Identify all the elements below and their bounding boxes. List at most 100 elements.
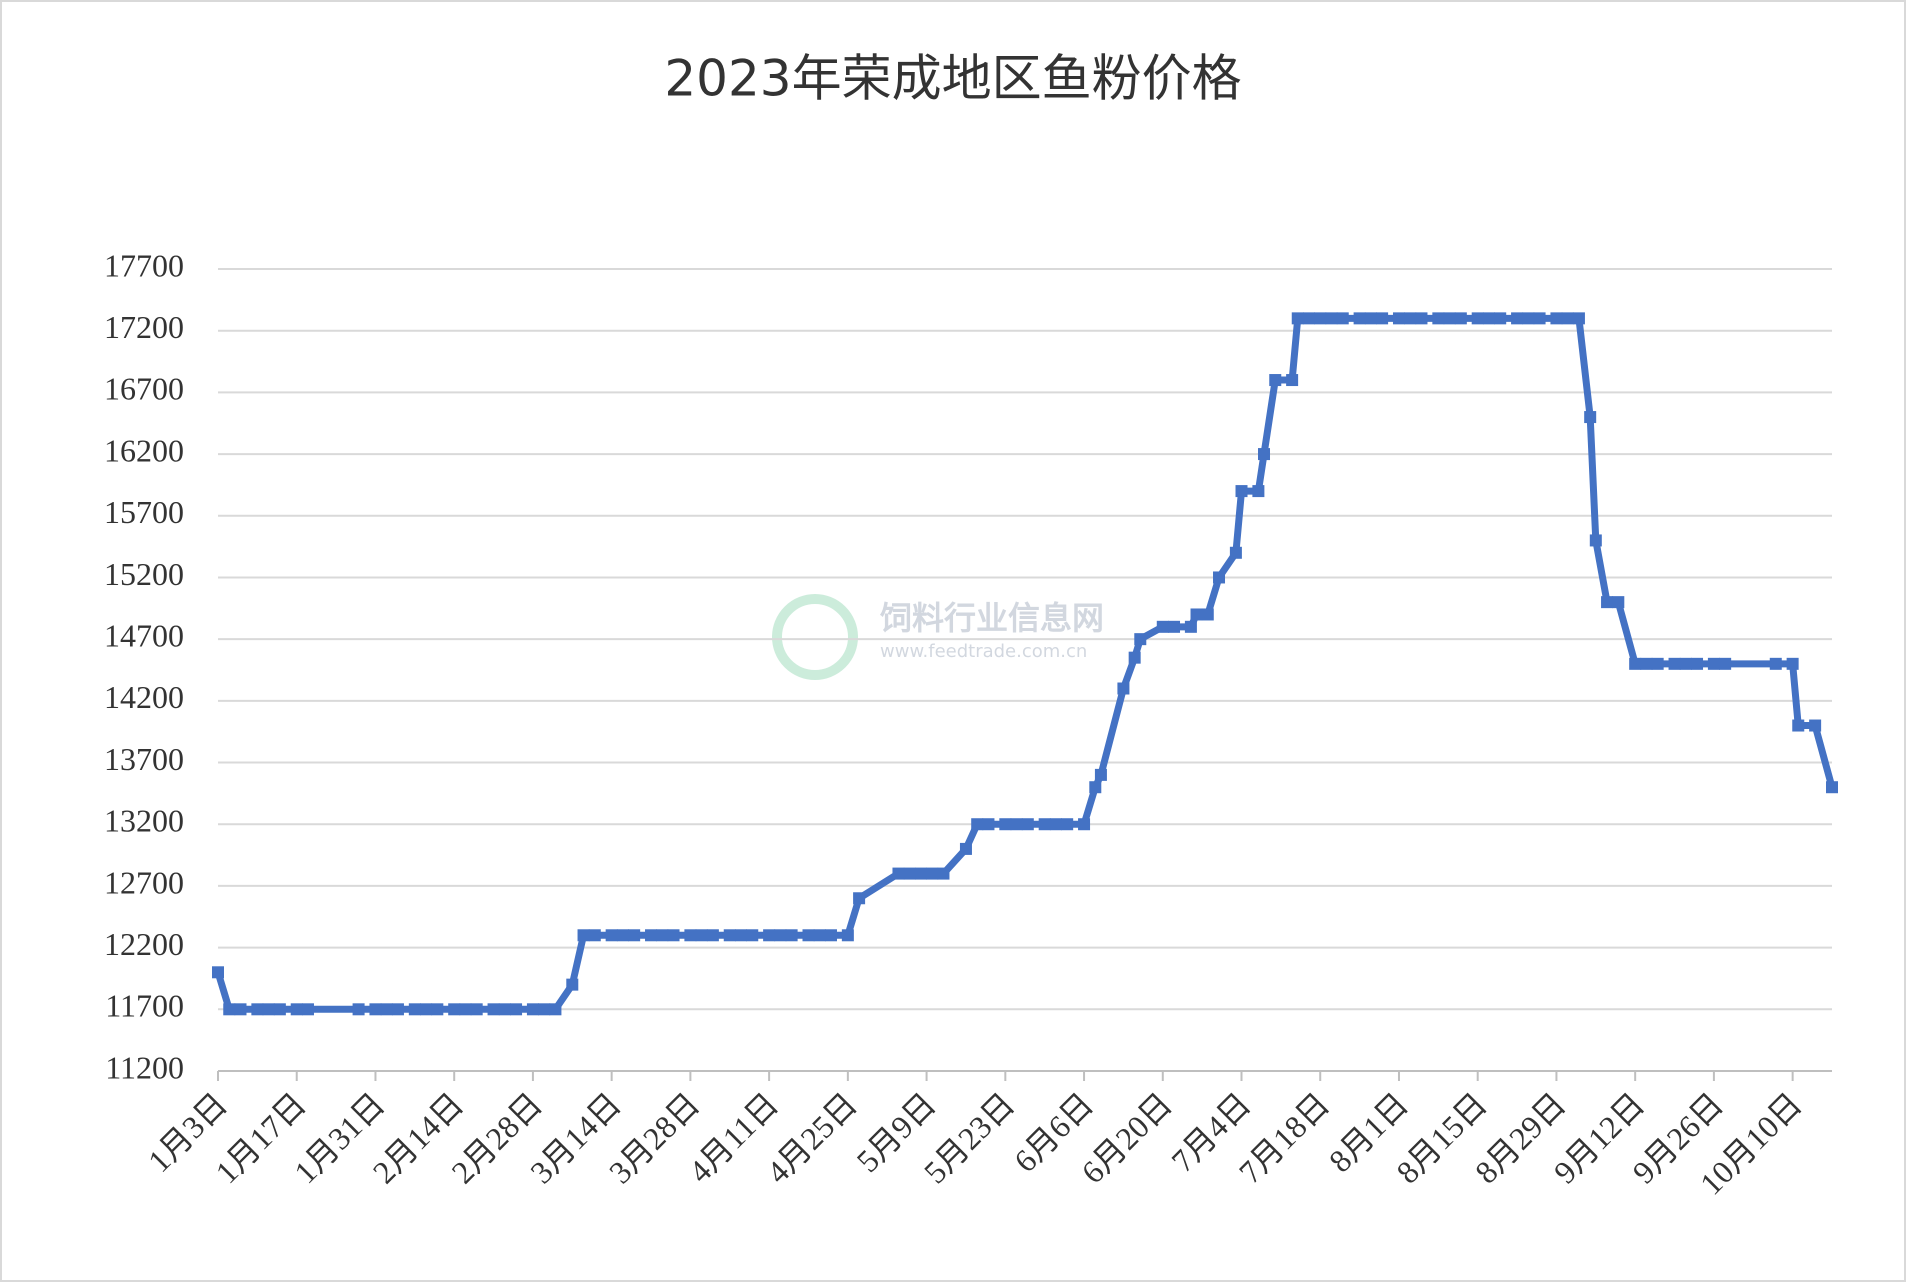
- y-tick-label: 17700: [104, 247, 184, 283]
- marker: [1168, 620, 1181, 633]
- marker: [1291, 312, 1304, 325]
- marker: [813, 929, 826, 942]
- marker: [1668, 657, 1681, 670]
- marker: [667, 929, 680, 942]
- marker: [223, 1003, 236, 1016]
- y-tick-label: 11200: [105, 1049, 184, 1085]
- marker: [408, 1003, 421, 1016]
- marker: [588, 929, 601, 942]
- marker: [1229, 546, 1242, 559]
- marker: [1443, 312, 1456, 325]
- marker: [1471, 312, 1484, 325]
- marker: [234, 1003, 247, 1016]
- marker: [1134, 633, 1147, 646]
- marker: [971, 818, 984, 831]
- marker: [1415, 312, 1428, 325]
- marker: [487, 1003, 500, 1016]
- marker: [1128, 651, 1141, 664]
- marker: [926, 867, 939, 880]
- marker: [290, 1003, 303, 1016]
- marker: [1651, 657, 1664, 670]
- marker: [1156, 620, 1169, 633]
- marker: [1049, 818, 1062, 831]
- watermark-text: 饲料行业信息网: [880, 599, 1104, 637]
- marker: [1190, 608, 1203, 621]
- marker: [1601, 596, 1614, 609]
- watermark-logo: [772, 594, 858, 680]
- marker: [1404, 312, 1417, 325]
- marker: [1432, 312, 1445, 325]
- marker: [1494, 312, 1507, 325]
- marker: [706, 929, 719, 942]
- marker: [262, 1003, 275, 1016]
- marker: [1691, 657, 1704, 670]
- marker: [605, 929, 618, 942]
- watermark-url: www.feedtrade.com.cn: [880, 641, 1087, 662]
- marker: [1482, 312, 1495, 325]
- marker: [645, 929, 658, 942]
- marker: [999, 818, 1012, 831]
- marker: [1719, 657, 1732, 670]
- marker: [549, 1003, 562, 1016]
- marker: [212, 966, 224, 979]
- marker: [1302, 312, 1315, 325]
- marker: [1792, 719, 1805, 732]
- marker: [937, 867, 950, 880]
- marker: [785, 929, 798, 942]
- marker: [903, 867, 916, 880]
- watermark: 饲料行业信息网 www.feedtrade.com.cn: [772, 594, 1104, 680]
- marker: [959, 842, 972, 855]
- marker: [1511, 312, 1524, 325]
- marker: [1213, 571, 1226, 584]
- marker: [723, 929, 736, 942]
- marker: [251, 1003, 264, 1016]
- marker: [1117, 682, 1130, 695]
- marker: [824, 929, 837, 942]
- chart-title: 2023年荣成地区鱼粉价格: [664, 50, 1241, 108]
- marker: [841, 929, 854, 942]
- marker: [1679, 657, 1692, 670]
- y-tick-label: 14700: [104, 617, 184, 653]
- marker: [1376, 312, 1389, 325]
- marker: [1078, 818, 1091, 831]
- marker: [1584, 411, 1597, 424]
- y-tick-label: 15700: [104, 494, 184, 530]
- marker: [1184, 620, 1197, 633]
- marker: [695, 929, 708, 942]
- marker: [1533, 312, 1546, 325]
- marker: [616, 929, 629, 942]
- marker: [301, 1003, 314, 1016]
- marker: [448, 1003, 461, 1016]
- marker: [1826, 781, 1838, 794]
- marker: [1572, 312, 1585, 325]
- marker: [1640, 657, 1653, 670]
- marker: [914, 867, 927, 880]
- marker: [1629, 657, 1642, 670]
- marker: [1769, 657, 1782, 670]
- marker: [1392, 312, 1405, 325]
- y-tick-label: 15200: [104, 556, 184, 592]
- marker: [352, 1003, 365, 1016]
- marker: [892, 867, 905, 880]
- marker: [459, 1003, 472, 1016]
- marker: [1252, 485, 1265, 498]
- marker: [369, 1003, 382, 1016]
- marker: [1089, 781, 1102, 794]
- y-tick-label: 16700: [104, 371, 184, 407]
- y-tick-label: 17200: [104, 309, 184, 345]
- marker: [510, 1003, 523, 1016]
- marker: [1707, 657, 1720, 670]
- marker: [1314, 312, 1327, 325]
- marker: [1038, 818, 1051, 831]
- marker: [774, 929, 787, 942]
- marker: [566, 978, 579, 991]
- marker: [746, 929, 759, 942]
- marker: [1258, 448, 1271, 461]
- marker: [1786, 657, 1799, 670]
- marker: [420, 1003, 433, 1016]
- marker: [982, 818, 995, 831]
- marker: [431, 1003, 444, 1016]
- marker: [684, 929, 697, 942]
